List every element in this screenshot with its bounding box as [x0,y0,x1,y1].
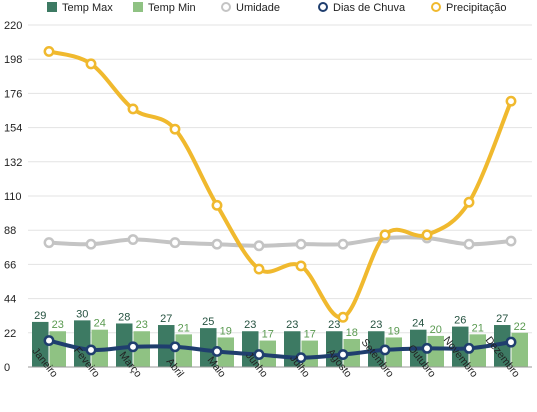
y-tick-label: 66 [4,259,16,271]
bar [32,321,49,367]
data-point [211,346,223,357]
data-label: 28 [118,311,130,323]
bar [427,335,444,367]
grid-layer [28,24,532,368]
bar [133,331,150,367]
bar [242,331,259,367]
y-tick-label: 176 [4,88,22,100]
legend-label: Umidade [236,2,280,14]
bar [494,325,511,367]
data-label: 27 [160,313,172,325]
data-label: 19 [388,325,400,337]
y-tick-label: 44 [4,294,16,306]
data-label: 22 [514,321,526,333]
series-line [47,235,513,248]
data-point [127,341,139,353]
data-point [295,238,307,250]
line-layer [43,45,517,364]
data-label: 21 [472,322,484,334]
legend-label: Temp Min [148,2,196,14]
data-label: 23 [136,319,148,331]
legend-swatch [221,2,231,12]
data-label: 20 [430,324,442,336]
data-point [421,229,433,241]
bar [175,334,192,367]
data-label: 26 [454,315,466,327]
label-layer: 29 30 28 27 25 23 23 23 23 24 26 27 23 24 23 21 19 17 17 18… [34,308,526,340]
data-point [253,349,265,361]
data-point [337,311,349,323]
data-point [127,103,139,115]
data-label: 21 [178,322,190,334]
data-point [169,341,181,353]
data-label: 19 [220,325,232,337]
legend-label: Dias de Chuva [333,2,406,14]
series-line [47,49,513,320]
data-point [505,95,517,107]
data-label: 17 [304,329,316,341]
y-tick-label: 198 [4,54,22,66]
bar [326,331,343,367]
y-tick-label: 154 [4,123,22,135]
data-point [295,352,307,364]
data-point [43,237,55,249]
bar [385,337,402,367]
data-point [337,349,349,361]
bar [116,323,133,367]
data-label: 23 [370,319,382,331]
data-point [85,238,97,250]
y-tick-label: 0 [4,362,10,374]
data-point [211,238,223,250]
legend: Temp Max Temp Min Umidade Dias de Chuva Prec… [47,2,507,14]
data-label: 17 [262,329,274,341]
y-tick-label: 22 [4,328,16,340]
data-point [43,45,55,57]
legend-label: Temp Max [62,2,113,14]
data-point [253,240,265,252]
data-point [169,237,181,249]
y-tick-label: 132 [4,157,22,169]
data-point [169,123,181,135]
data-label: 23 [52,319,64,331]
data-point [379,344,391,356]
data-label: 27 [496,313,508,325]
y-tick-label: 110 [4,191,22,203]
legend-label: Precipitação [446,2,507,14]
data-label: 23 [286,319,298,331]
data-point [505,336,517,348]
legend-swatch [431,2,441,12]
legend-swatch [47,2,57,12]
legend-swatch [133,2,143,12]
data-point [337,238,349,250]
y-tick-label: 220 [4,20,22,32]
data-point [127,234,139,245]
data-point [379,229,391,241]
data-label: 29 [34,310,46,322]
data-label: 24 [94,318,106,330]
data-point [463,342,475,354]
data-label: 24 [412,318,424,330]
data-point [253,263,265,275]
legend-swatch [318,2,328,12]
data-point [211,199,223,211]
bar [74,320,91,367]
data-point [463,238,475,250]
data-point [85,344,97,356]
data-point [505,235,517,247]
data-label: 30 [76,308,88,320]
data-label: 23 [244,319,256,331]
bar [200,328,217,367]
data-label: 25 [202,316,214,328]
data-point [85,58,97,70]
data-label: 18 [346,327,358,339]
data-point [295,260,307,272]
bar [469,334,486,367]
y-tick-label: 88 [4,225,16,237]
data-point [43,335,55,347]
data-point [463,196,475,208]
data-point [421,342,433,354]
data-label: 23 [328,319,340,331]
